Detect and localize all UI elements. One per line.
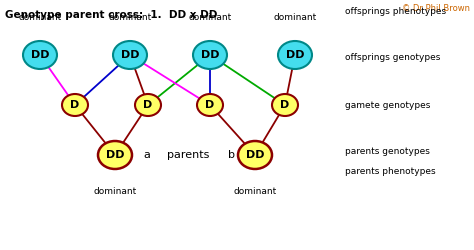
Text: parents genotypes: parents genotypes	[345, 148, 430, 156]
Ellipse shape	[272, 94, 298, 116]
Text: parents: parents	[167, 150, 209, 160]
Text: Genotype parent cross:  1.  DD x DD: Genotype parent cross: 1. DD x DD	[5, 10, 218, 20]
Text: DD: DD	[106, 150, 124, 160]
Text: b: b	[228, 150, 236, 160]
Ellipse shape	[62, 94, 88, 116]
Text: DD: DD	[246, 150, 264, 160]
Text: DD: DD	[31, 50, 49, 60]
Text: a: a	[144, 150, 150, 160]
Text: © Dr Phil Brown: © Dr Phil Brown	[402, 4, 470, 13]
Ellipse shape	[278, 41, 312, 69]
Text: gamete genotypes: gamete genotypes	[345, 100, 430, 110]
Text: dominant: dominant	[18, 12, 62, 22]
Ellipse shape	[193, 41, 227, 69]
Ellipse shape	[23, 41, 57, 69]
Ellipse shape	[113, 41, 147, 69]
Text: D: D	[143, 100, 153, 110]
Text: offsprings genotypes: offsprings genotypes	[345, 52, 440, 62]
Text: DD: DD	[286, 50, 304, 60]
Text: dominant: dominant	[109, 12, 152, 22]
Text: dominant: dominant	[273, 12, 317, 22]
Text: D: D	[205, 100, 215, 110]
Text: dominant: dominant	[233, 188, 277, 196]
Text: D: D	[70, 100, 80, 110]
Text: DD: DD	[121, 50, 139, 60]
Text: D: D	[281, 100, 290, 110]
Text: dominant: dominant	[93, 188, 137, 196]
Text: offsprings phenotypes: offsprings phenotypes	[345, 8, 446, 16]
Ellipse shape	[197, 94, 223, 116]
Ellipse shape	[98, 141, 132, 169]
Text: dominant: dominant	[188, 12, 232, 22]
Text: parents phenotypes: parents phenotypes	[345, 168, 436, 176]
Text: DD: DD	[201, 50, 219, 60]
Ellipse shape	[135, 94, 161, 116]
Ellipse shape	[238, 141, 272, 169]
